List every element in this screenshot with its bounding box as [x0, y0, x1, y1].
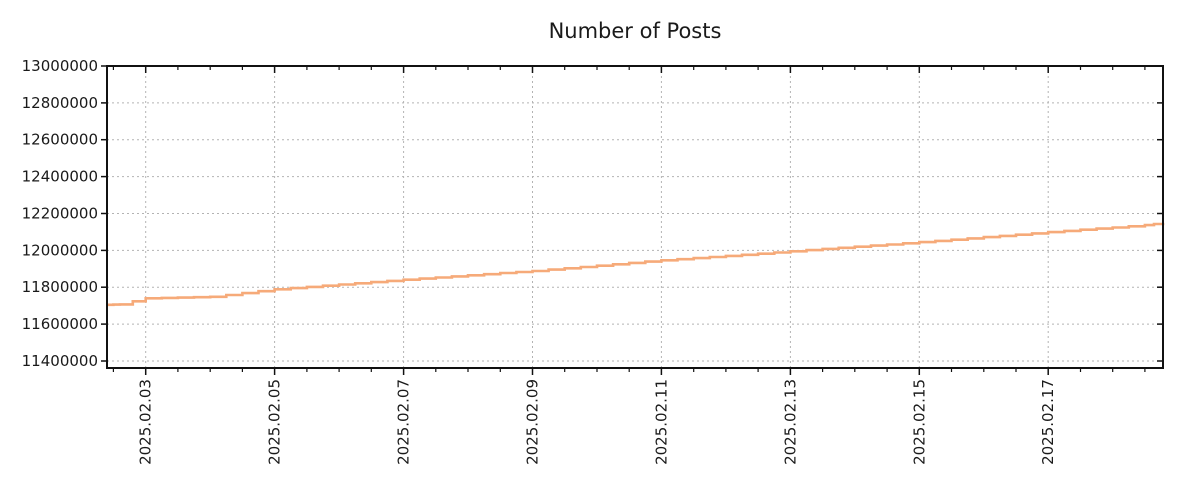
x-tick-label: 2025.02.11 — [652, 379, 670, 465]
series-layer — [107, 222, 1165, 307]
x-tick-label: 2025.02.09 — [524, 379, 542, 465]
y-tick-label: 12800000 — [22, 94, 98, 112]
y-tick-label: 11400000 — [22, 352, 98, 370]
x-tick-label: 2025.02.13 — [781, 379, 799, 465]
y-tick-label: 11600000 — [22, 315, 98, 333]
y-tick-label: 12000000 — [22, 241, 98, 259]
x-tick-label: 2025.02.17 — [1039, 379, 1057, 465]
x-tick-label: 2025.02.05 — [266, 379, 284, 465]
y-tick-label: 12600000 — [22, 131, 98, 149]
y-tick-label: 11800000 — [22, 278, 98, 296]
x-tick-label: 2025.02.15 — [910, 379, 928, 465]
y-tick-label: 12400000 — [22, 168, 98, 186]
x-tick-label: 2025.02.03 — [137, 379, 155, 465]
chart-title: Number of Posts — [549, 19, 722, 43]
axis-layer — [101, 65, 1164, 375]
axis-frame — [106, 65, 1164, 369]
x-tick-label: 2025.02.07 — [395, 379, 413, 465]
grid-layer — [107, 65, 1163, 368]
y-tick-label: 13000000 — [22, 57, 98, 75]
label-layer: 11400000 11600000 11800000 12000000 12200000… — [22, 57, 1058, 465]
y-tick-label: 12200000 — [22, 205, 98, 223]
data-line-posts — [107, 222, 1165, 307]
